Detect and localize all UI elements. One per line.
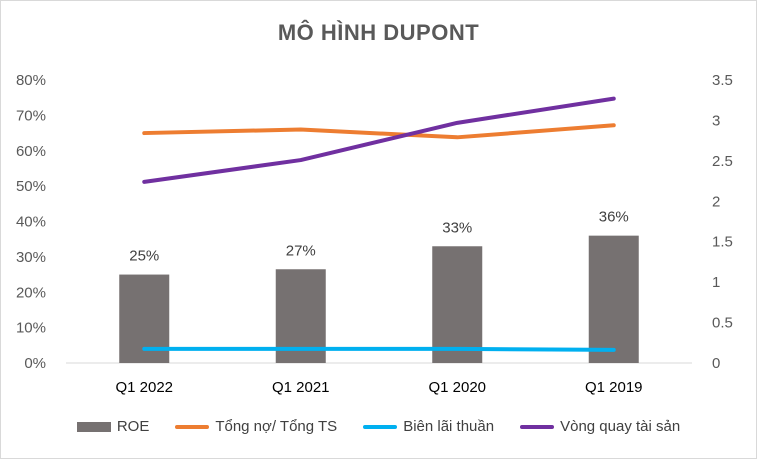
legend-label: ROE bbox=[116, 418, 150, 435]
left-tick-label: 10% bbox=[16, 320, 46, 337]
left-axis: 0% 10% 20% 30% 40% 50% 60% 70% 80% bbox=[16, 72, 46, 372]
legend-swatch bbox=[363, 424, 398, 429]
data-labels: 25% 27% 33% 36% bbox=[129, 209, 629, 265]
legend-label: Tổng nợ/ Tổng TS bbox=[215, 418, 338, 435]
left-tick-label: 70% bbox=[16, 107, 46, 124]
roe-data-label: 27% bbox=[286, 242, 316, 259]
roe-data-label: 33% bbox=[442, 219, 472, 236]
series-line bbox=[142, 346, 616, 352]
right-tick-label: 1.5 bbox=[712, 234, 733, 251]
legend-item: ROE bbox=[76, 418, 150, 435]
legend-item: Biên lãi thuần bbox=[363, 418, 494, 435]
roe-data-label: 25% bbox=[129, 248, 159, 265]
roe-bars bbox=[119, 235, 639, 363]
left-tick-label: 20% bbox=[16, 284, 46, 301]
left-tick-label: 50% bbox=[16, 178, 46, 195]
category-label: Q1 2020 bbox=[428, 379, 486, 396]
right-tick-label: 0 bbox=[712, 355, 720, 372]
series-line bbox=[142, 96, 616, 184]
category-label: Q1 2022 bbox=[115, 379, 173, 396]
legend-item: Vòng quay tài sản bbox=[520, 418, 680, 435]
right-tick-label: 3 bbox=[712, 112, 720, 129]
category-label: Q1 2021 bbox=[272, 379, 330, 396]
right-tick-label: 1 bbox=[712, 274, 720, 291]
right-axis: 0 0.5 1 1.5 2 2.5 3 3.5 bbox=[712, 72, 733, 372]
category-axis: Q1 2022 Q1 2021 Q1 2020 Q1 2019 bbox=[115, 379, 642, 396]
legend: ROE Tổng nợ/ Tổng TS Biên lãi thuần Vòng qu… bbox=[0, 418, 757, 435]
right-tick-label: 2 bbox=[712, 193, 720, 210]
legend-swatch bbox=[76, 421, 111, 432]
left-tick-label: 30% bbox=[16, 249, 46, 266]
legend-item: Tổng nợ/ Tổng TS bbox=[175, 418, 337, 435]
right-tick-label: 0.5 bbox=[712, 315, 733, 332]
left-tick-label: 60% bbox=[16, 143, 46, 160]
legend-swatch bbox=[175, 424, 210, 429]
series-line bbox=[142, 123, 616, 140]
left-tick-label: 40% bbox=[16, 214, 46, 231]
chart-title: MÔ HÌNH DUPONT bbox=[277, 20, 480, 45]
legend-swatch bbox=[520, 424, 555, 429]
legend-label: Vòng quay tài sản bbox=[560, 418, 681, 435]
right-tick-label: 2.5 bbox=[712, 153, 733, 170]
category-label: Q1 2019 bbox=[585, 379, 643, 396]
left-tick-label: 80% bbox=[16, 72, 46, 89]
left-tick-label: 0% bbox=[24, 355, 46, 372]
roe-data-label: 36% bbox=[599, 209, 629, 226]
roe-bar bbox=[588, 235, 639, 363]
roe-bar bbox=[432, 246, 483, 363]
line-series bbox=[142, 96, 616, 352]
right-tick-label: 3.5 bbox=[712, 72, 733, 89]
legend-label: Biên lãi thuần bbox=[403, 418, 495, 435]
